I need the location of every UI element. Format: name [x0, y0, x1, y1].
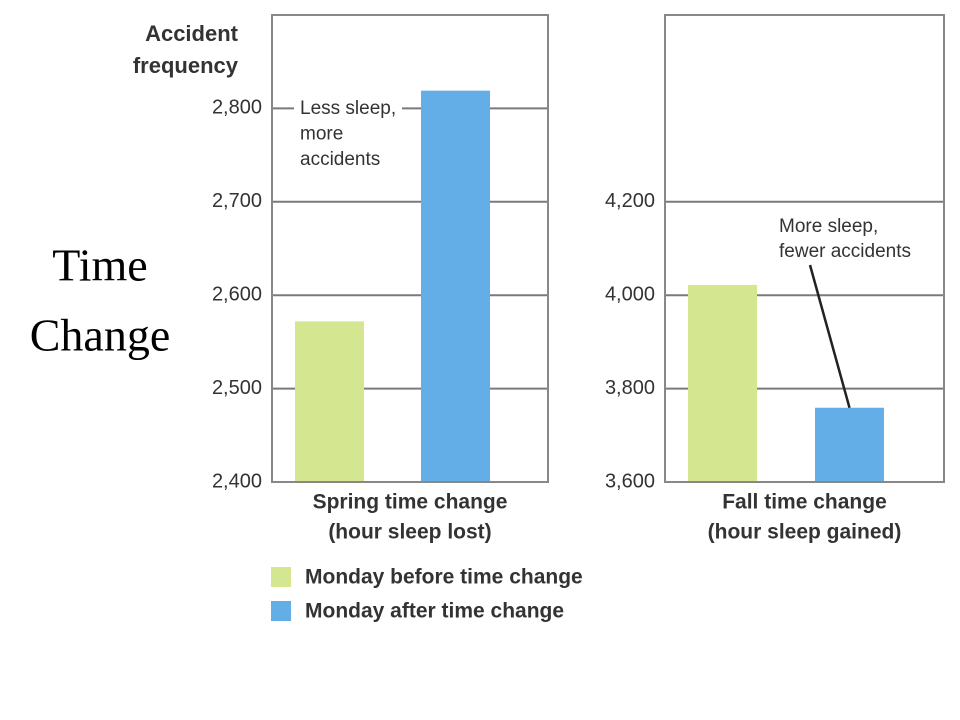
- x-axis-label: Spring time change: [313, 491, 508, 514]
- plot-frame: [271, 14, 549, 483]
- annotation-pointer: [808, 264, 851, 409]
- x-axis-label: Fall time change: [722, 491, 887, 514]
- bar: [421, 90, 490, 483]
- annotation-bg: [294, 96, 402, 122]
- y-axis-label: frequency: [133, 53, 239, 78]
- y-tick-label: 3,600: [605, 470, 655, 492]
- annotation: Less sleep,: [300, 98, 396, 119]
- legend-swatch: [271, 601, 291, 621]
- y-tick-label: 2,500: [212, 377, 262, 399]
- legend-label: Monday after time change: [305, 600, 564, 623]
- side-title: Change: [30, 310, 171, 361]
- bar: [688, 284, 757, 482]
- bar: [295, 321, 364, 482]
- x-axis-label: (hour sleep gained): [708, 521, 902, 544]
- annotation: fewer accidents: [779, 241, 911, 262]
- side-title: Time: [52, 240, 147, 291]
- x-axis-label: (hour sleep lost): [328, 521, 491, 544]
- y-axis-label: Accident: [145, 21, 239, 46]
- legend-swatch: [271, 567, 291, 587]
- bar: [815, 407, 884, 482]
- y-tick-label: 4,000: [605, 283, 655, 305]
- y-tick-label: 2,800: [212, 97, 262, 119]
- y-tick-label: 2,600: [212, 283, 262, 305]
- annotation: accidents: [300, 149, 380, 170]
- plot-frame: [664, 14, 945, 483]
- annotation: More sleep,: [779, 216, 878, 237]
- annotation: more: [300, 124, 343, 145]
- legend-label: Monday before time change: [305, 566, 583, 589]
- y-tick-label: 4,200: [605, 190, 655, 212]
- y-tick-label: 2,400: [212, 470, 262, 492]
- y-tick-label: 3,800: [605, 377, 655, 399]
- y-tick-label: 2,700: [212, 190, 262, 212]
